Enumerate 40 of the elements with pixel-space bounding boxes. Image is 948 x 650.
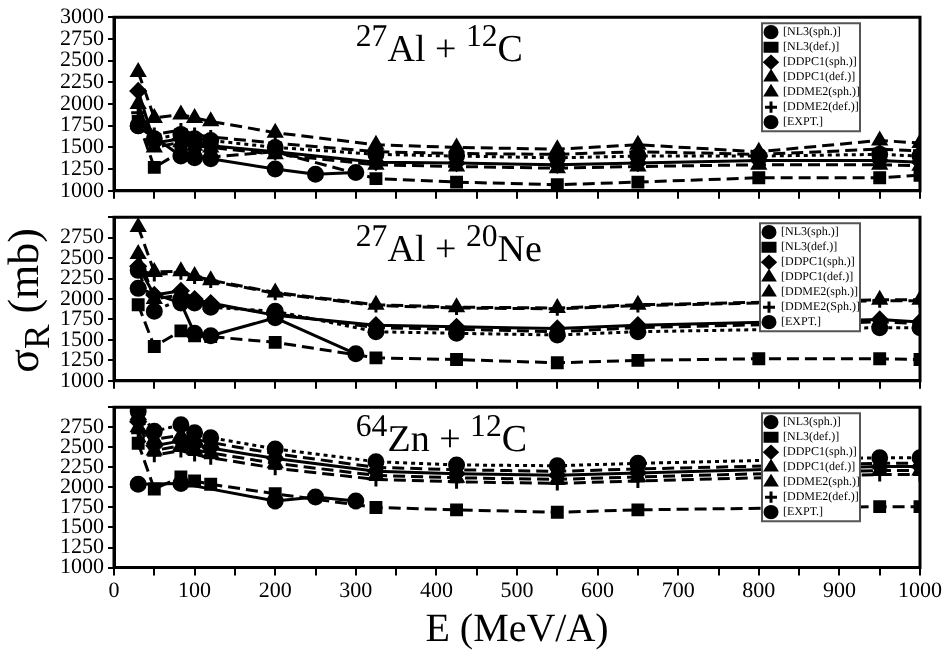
x-tick-label: 200 (258, 578, 293, 603)
x-tick-label: 700 (661, 578, 696, 603)
x-axis-title: E (MeV/A) (425, 606, 609, 650)
y-tick-label: 2500 (60, 245, 105, 270)
x-tick-label: 500 (500, 578, 535, 603)
y-tick-label: 1750 (60, 495, 105, 520)
y-tick-label: 1250 (60, 156, 105, 181)
x-tick-label: 400 (419, 578, 454, 603)
y-tick-label: 1750 (60, 307, 105, 332)
x-tick-label: 0 (108, 578, 121, 603)
x-tick-label: 900 (822, 578, 857, 603)
annotation: $^{64}$Zn + $^{12}$C (355, 409, 528, 462)
y-tick-label: 2750 (60, 415, 105, 440)
x-tick-label: 100 (178, 578, 213, 603)
y-tick-label: 2750 (60, 26, 105, 51)
y-tick-label: 1500 (60, 135, 105, 160)
y-tick-label: 2750 (60, 225, 105, 250)
y-tick-label: 1500 (60, 327, 105, 352)
y-tick-label: 2250 (60, 455, 105, 480)
y-tick-label: 1000 (60, 368, 105, 393)
annotation: $^{27}$Al + $^{12}$C (355, 19, 523, 72)
y-tick-label: 1250 (60, 348, 105, 373)
annotation: $^{27}$Al + $^{20}$Ne (355, 219, 542, 272)
x-tick-label: 1000 (898, 578, 943, 603)
y-tick-label: 1500 (60, 515, 105, 540)
x-tick-label: 300 (339, 578, 374, 603)
y-tick-label: 1750 (60, 113, 105, 138)
y-tick-label: 2000 (60, 475, 105, 500)
y-tick-label: 2250 (60, 70, 105, 95)
y-tick-label: 1000 (60, 178, 105, 203)
y-tick-label: 3000 (60, 4, 105, 29)
y-tick-label: 2000 (60, 91, 105, 116)
y-tick-label: 2250 (60, 266, 105, 291)
y-tick-label: 2500 (60, 48, 105, 73)
x-tick-label: 600 (581, 578, 616, 603)
y-tick-label: 2000 (60, 286, 105, 311)
x-tick-label: 800 (742, 578, 777, 603)
y-tick-label: 1250 (60, 535, 105, 560)
y-tick-label: 1000 (60, 555, 105, 580)
y-tick-label: 2500 (60, 435, 105, 460)
